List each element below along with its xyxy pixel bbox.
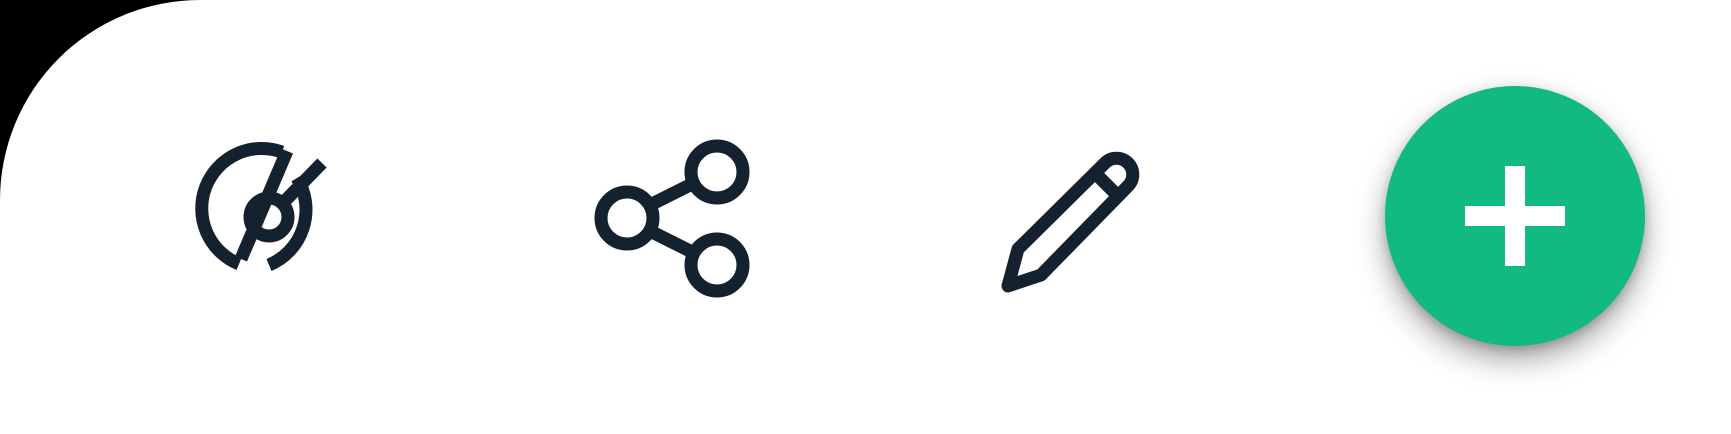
add-fab-button[interactable] [1385, 86, 1645, 346]
signal-off-button[interactable] [185, 135, 355, 305]
pencil-icon [1001, 151, 1140, 293]
edit-button[interactable] [990, 135, 1160, 305]
share-button[interactable] [590, 135, 760, 305]
signal-off-icon [195, 141, 327, 272]
plus-icon [1465, 166, 1565, 266]
share-icon [594, 139, 750, 298]
